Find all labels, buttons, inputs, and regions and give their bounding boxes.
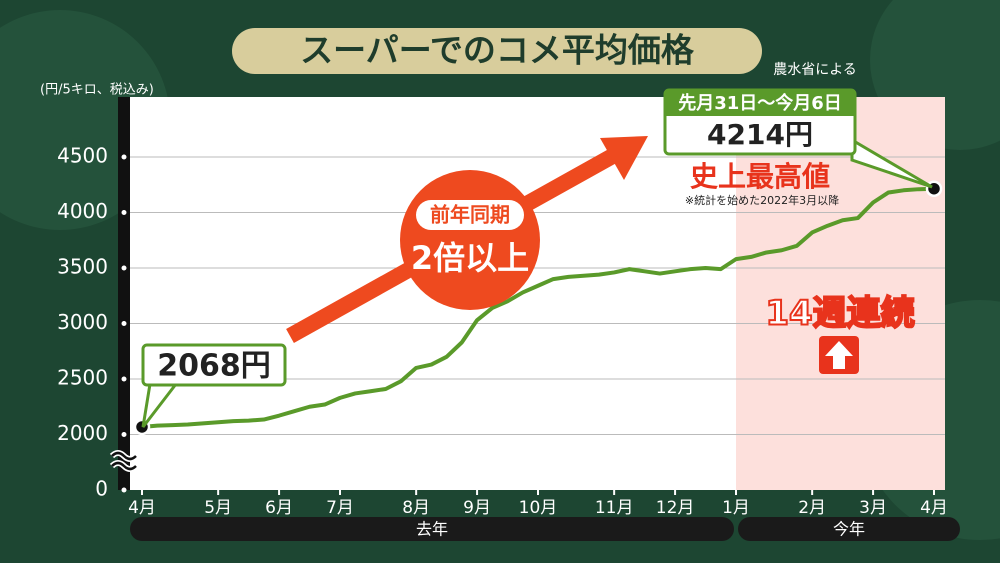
x-tick-label: 11月 [595,498,634,518]
year-label: 今年 [833,520,865,539]
yoy-head: 前年同期 [430,203,510,227]
x-tick-label: 8月 [402,498,430,518]
arrow-head [600,136,648,180]
x-tick-label: 7月 [326,498,354,518]
x-tick-label: 5月 [204,498,232,518]
chart-title: スーパーでのコメ平均価格 [300,31,695,70]
highlight-region [736,97,945,490]
y-tick-label: 0 [95,477,108,501]
streak-label: 14週連続 [765,294,914,334]
record-label: 史上最高値 [690,160,830,193]
record-note: ※統計を始めた2022年3月以降 [685,193,839,207]
y-tick-label: 3000 [57,310,108,334]
y-tick-mark [121,432,127,437]
x-tick-label: 12月 [656,498,695,518]
y-axis-bar [118,97,130,490]
y-tick-label: 2500 [57,366,108,390]
y-tick-mark [121,154,127,160]
callout-header [665,90,855,116]
y-tick-mark [121,265,127,271]
year-band [130,517,734,541]
axis-break [111,451,137,471]
source: 農水省による [773,62,857,78]
y-tick-mark [121,321,127,326]
y-tick-mark [121,210,127,215]
x-tick-label: 4月 [920,498,948,518]
x-tick-label: 4月 [128,498,156,518]
period-label: 先月31日～今月6日 [678,92,842,114]
year-band [738,517,960,541]
start-value-label: 2068円 [157,349,271,384]
x-tick-label: 10月 [519,498,558,518]
yoy-text: 2倍以上 [411,239,529,277]
y-axis-label: (円/5キロ、税込み) [40,83,154,98]
x-tick-label: 1月 [722,498,750,518]
y-tick-label: 4500 [57,144,108,168]
end-value-label: 4214円 [707,118,813,151]
y-tick-mark [121,487,127,493]
y-tick-mark [121,376,127,382]
x-tick-label: 2月 [798,498,826,518]
year-label: 去年 [416,520,448,539]
up-arrow [825,341,853,369]
y-tick-label: 4000 [57,199,108,223]
line-series [141,186,935,429]
x-tick-label: 3月 [859,498,887,518]
y-tick-label: 3500 [57,255,108,279]
yoy-pill [416,200,524,230]
x-tick-label: 9月 [463,498,491,518]
title-pill [232,28,762,74]
callout-box [141,343,287,387]
y-tick-label: 2000 [57,421,108,445]
x-tick-label: 6月 [265,498,293,518]
